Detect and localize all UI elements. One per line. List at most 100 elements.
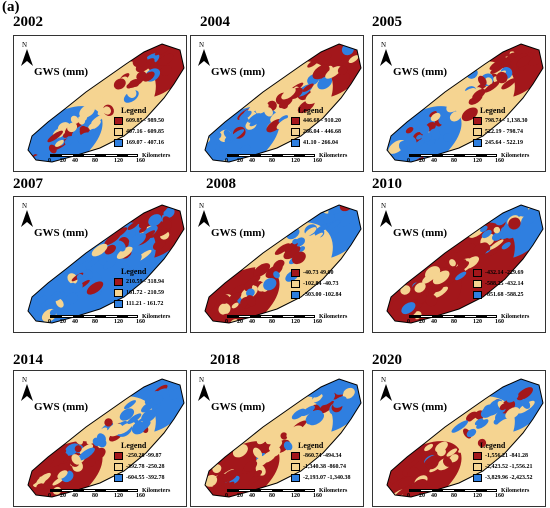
legend-range: -851.68 -588.25 <box>485 291 524 298</box>
map-panel: N GWS (mm) Legend 210.59 - 318.94 161.72… <box>13 196 187 333</box>
legend-entry: 522.19 - 798.74 <box>473 126 545 137</box>
scale-tick-label: 120 <box>291 158 300 164</box>
legend-range: -250.28 -99.87 <box>126 452 162 459</box>
north-arrow-icon: N <box>198 202 210 227</box>
legend-range: -1,340.38 -860.74 <box>303 463 346 470</box>
legend-swatch <box>114 473 123 482</box>
north-arrow-icon: N <box>21 376 33 401</box>
legend-swatch <box>473 462 482 471</box>
scale-bar: Kilometers 0 20 40 80 120 160 <box>42 153 170 170</box>
map-title: GWS (mm) <box>393 227 448 239</box>
legend-entry: -860.74 -494.34 <box>291 450 363 461</box>
scale-bar: Kilometers 0 20 40 80 120 160 <box>219 488 347 505</box>
scale-bar-graphic <box>227 315 315 318</box>
scale-tick-label: 20 <box>60 319 66 325</box>
map-panel: N GWS (mm) Legend -1,556.21 -841.28 -2,4… <box>372 370 546 507</box>
gws-raster-map <box>204 378 362 498</box>
scale-unit: Kilometers <box>501 153 530 159</box>
scale-tick-label: 160 <box>495 158 504 164</box>
legend-swatch <box>291 462 300 471</box>
panel-year-label: 2004 <box>200 14 230 30</box>
legend-range: -588.25 -432.14 <box>485 280 524 287</box>
scale-tick-label: 40 <box>431 158 437 164</box>
north-arrow-icon: N <box>21 41 33 66</box>
scale-tick-label: 0 <box>225 319 228 325</box>
scale-tick-label: 160 <box>136 319 145 325</box>
scale-tick-label: 80 <box>451 158 457 164</box>
map-panel: N GWS (mm) Legend 609.85 - 989.50 407.16… <box>13 35 187 172</box>
gws-raster-map <box>27 204 185 324</box>
legend-swatch <box>291 138 300 147</box>
scale-tick-label: 80 <box>451 319 457 325</box>
north-label: N <box>199 41 204 49</box>
scale-tick-label: 0 <box>225 493 228 499</box>
legend-range: 446.68 - 910.20 <box>303 117 341 124</box>
scale-bar: Kilometers 0 20 40 80 120 160 <box>42 314 170 331</box>
legend-entry: 245.64 - 522.19 <box>473 137 545 148</box>
map-panel: N GWS (mm) -432.14 -229.69 -588.25 -432.… <box>372 196 546 333</box>
scale-tick-label: 120 <box>114 493 123 499</box>
scale-tick-label: 80 <box>92 493 98 499</box>
legend-swatch <box>291 473 300 482</box>
scale-tick-label: 120 <box>114 319 123 325</box>
scale-tick-label: 80 <box>269 493 275 499</box>
legend-entry: 407.16 - 609.85 <box>114 126 186 137</box>
legend-swatch <box>291 290 300 299</box>
north-label: N <box>22 376 27 384</box>
map-title: GWS (mm) <box>393 401 448 413</box>
legend-swatch <box>473 279 482 288</box>
legend-swatch <box>114 116 123 125</box>
scale-bar: Kilometers 0 20 40 80 120 160 <box>401 488 529 505</box>
scale-tick-label: 20 <box>419 319 425 325</box>
legend-range: -102.84 -40.73 <box>303 280 339 287</box>
gws-raster-map <box>386 204 544 324</box>
scale-tick-label: 20 <box>419 493 425 499</box>
panel-year-label: 2005 <box>372 14 402 30</box>
legend-entry: -1,556.21 -841.28 <box>473 450 545 461</box>
map-title: GWS (mm) <box>393 66 448 78</box>
panel-year-label: 2014 <box>13 352 43 368</box>
scale-unit: Kilometers <box>142 314 171 320</box>
scale-unit: Kilometers <box>319 488 348 494</box>
legend-range: -1,556.21 -841.28 <box>485 452 528 459</box>
legend-entry: -588.25 -432.14 <box>473 278 545 289</box>
gws-raster-map <box>27 43 185 163</box>
legend-entry: -392.78 -250.28 <box>114 461 186 472</box>
scale-tick-label: 20 <box>237 158 243 164</box>
legend-title: Legend <box>298 106 324 115</box>
legend-swatch <box>114 299 123 308</box>
scale-bar-graphic <box>409 154 497 157</box>
scale-tick-label: 120 <box>114 158 123 164</box>
north-arrow-icon: N <box>21 202 33 227</box>
legend-swatch <box>291 451 300 460</box>
legend-swatch <box>291 127 300 136</box>
scale-tick-label: 160 <box>313 158 322 164</box>
scale-unit: Kilometers <box>501 488 530 494</box>
scale-tick-label: 80 <box>451 493 457 499</box>
legend-range: 609.85 - 989.50 <box>126 117 164 124</box>
scale-tick-label: 80 <box>92 319 98 325</box>
map-title: GWS (mm) <box>34 401 89 413</box>
panel-year-label: 2002 <box>13 14 43 30</box>
legend-swatch <box>473 116 482 125</box>
north-arrow-icon: N <box>380 41 392 66</box>
north-label: N <box>22 41 27 49</box>
scale-bar: Kilometers 0 20 40 80 120 160 <box>219 314 347 331</box>
legend-entry: 41.10 - 266.04 <box>291 137 363 148</box>
legend-entry: -2,423.52 -1,556.21 <box>473 461 545 472</box>
legend: Legend 609.85 - 989.50 407.16 - 609.85 1… <box>114 106 186 148</box>
legend-entry: -250.28 -99.87 <box>114 450 186 461</box>
legend: Legend -1,556.21 -841.28 -2,423.52 -1,55… <box>473 441 545 483</box>
legend-entry: -432.14 -229.69 <box>473 267 545 278</box>
legend-swatch <box>291 268 300 277</box>
legend: Legend 446.68 - 910.20 266.04 - 446.68 4… <box>291 106 363 148</box>
scale-bar-graphic <box>409 489 497 492</box>
legend-range: 522.19 - 798.74 <box>485 128 523 135</box>
legend-range: 169.07 - 407.16 <box>126 139 164 146</box>
gws-raster-map <box>27 378 185 498</box>
gws-raster-map <box>386 378 544 498</box>
north-label: N <box>199 202 204 210</box>
legend-range: 245.64 - 522.19 <box>485 139 523 146</box>
scale-tick-label: 80 <box>269 158 275 164</box>
legend-range: -303.00 -102.84 <box>303 291 342 298</box>
